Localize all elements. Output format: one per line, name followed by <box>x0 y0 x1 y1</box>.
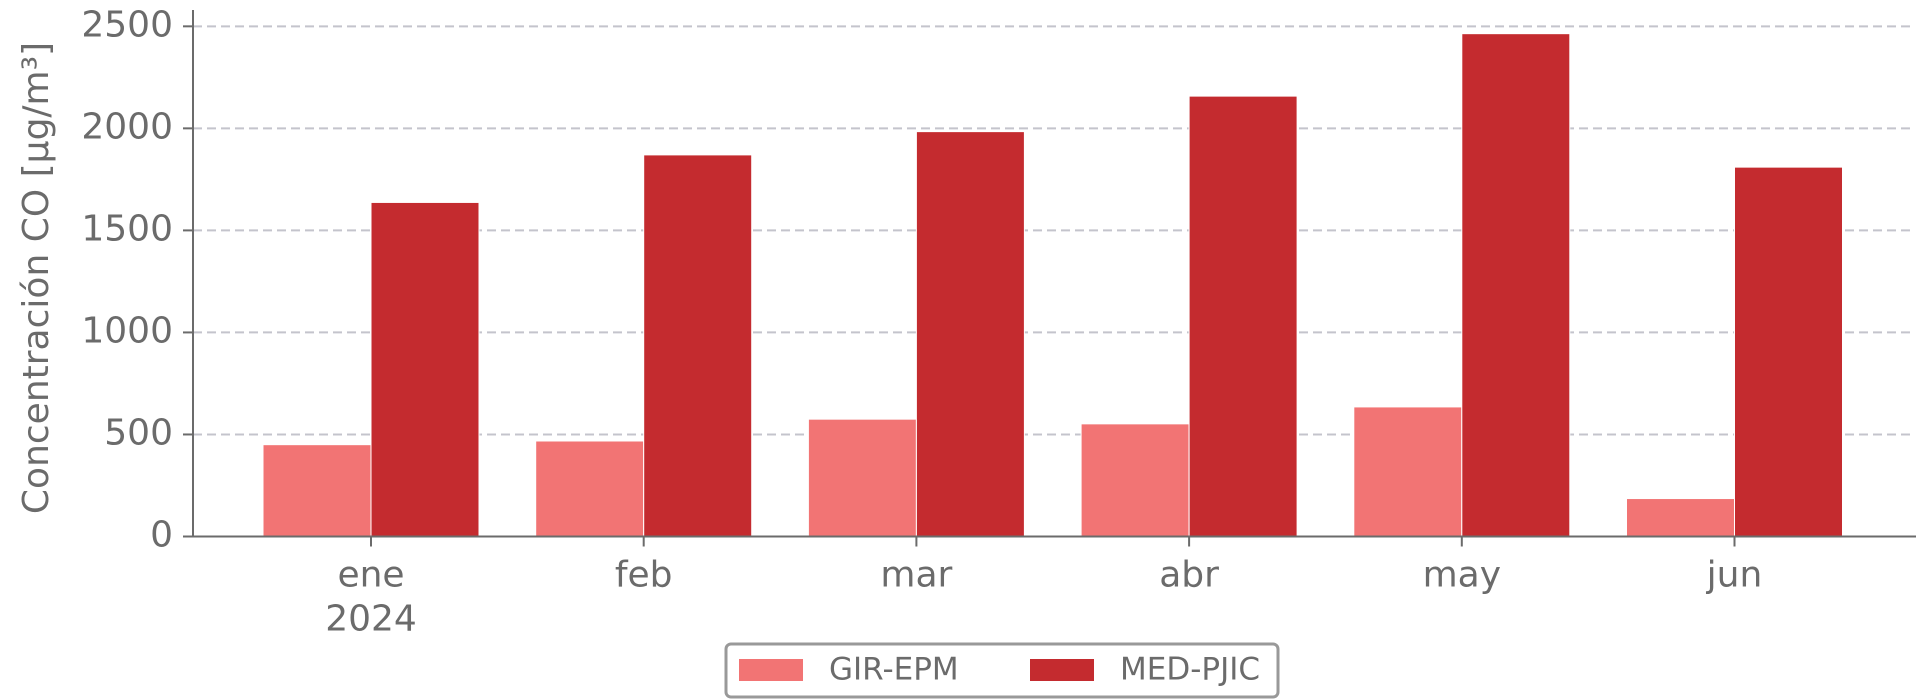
x-tick-label: feb <box>615 555 673 596</box>
bar <box>1734 166 1843 537</box>
legend-label: MED-PJIC <box>1120 652 1260 688</box>
x-tick-label: mar <box>880 555 952 596</box>
x-tick-label: ene <box>337 555 404 596</box>
y-tick-label: 2000 <box>81 106 173 147</box>
legend-swatch <box>739 659 803 681</box>
bar <box>643 154 753 538</box>
y-axis-label: Concentración CO [μg/m³] <box>16 42 57 514</box>
legend-label: GIR-EPM <box>829 652 959 688</box>
legend-box <box>724 642 1280 699</box>
x-tick-label: may <box>1423 555 1501 596</box>
y-tick-label: 500 <box>104 412 173 453</box>
legend-swatch <box>1030 659 1094 681</box>
bar <box>535 440 645 538</box>
x-tick-label: jun <box>1706 555 1763 596</box>
y-tick-label: 2500 <box>81 4 173 45</box>
y-tick-label: 1000 <box>81 310 173 351</box>
bar <box>262 444 372 538</box>
bar <box>1626 498 1735 538</box>
bar <box>1188 95 1298 538</box>
y-tick-label: 1500 <box>81 208 173 249</box>
bar <box>370 201 480 537</box>
x-year-label: 2024 <box>325 599 417 640</box>
bar <box>1080 423 1190 537</box>
bar <box>1353 406 1463 538</box>
bar <box>915 131 1025 537</box>
bar <box>1461 33 1571 538</box>
y-tick-label: 0 <box>150 515 173 556</box>
x-tick-label: abr <box>1159 555 1219 596</box>
bar <box>807 418 917 537</box>
